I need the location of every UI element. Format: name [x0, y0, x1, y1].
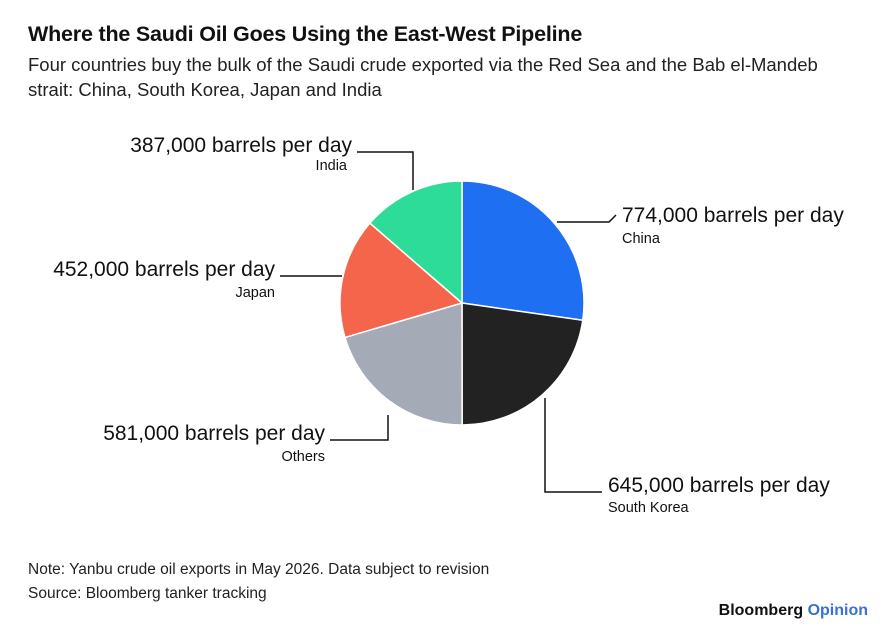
pie-slice-japan: [339, 222, 463, 339]
chart-title: Where the Saudi Oil Goes Using the East-…: [28, 22, 583, 46]
value-label-india: 387,000 barrels per day: [130, 134, 352, 157]
brand-name: Bloomberg: [718, 602, 804, 619]
note-text: Note: Yanbu crude oil exports in May 202…: [28, 561, 490, 578]
brand-logo: Bloomberg Opinion: [719, 602, 868, 620]
leader-line-china: [557, 214, 617, 223]
value-label-south-korea: 645,000 barrels per day: [608, 474, 830, 497]
chart-subtitle: Four countries buy the bulk of the Saudi…: [28, 54, 818, 100]
footnotes: Note: Yanbu crude oil exports in May 202…: [28, 558, 489, 606]
value-label-japan: 452,000 barrels per day: [53, 258, 275, 281]
category-label-south-korea: South Korea: [608, 500, 690, 516]
value-label-china: 774,000 barrels per day: [622, 204, 844, 227]
pie-slice-china: [461, 180, 585, 322]
category-label-china: China: [622, 231, 661, 247]
source-text: Source: Bloomberg tanker tracking: [28, 585, 267, 602]
category-label-others: Others: [281, 449, 325, 465]
value-label-others: 581,000 barrels per day: [103, 422, 325, 445]
brand-product: Opinion: [807, 602, 868, 619]
category-label-india: India: [316, 158, 348, 174]
category-label-japan: Japan: [235, 285, 275, 301]
leader-line-others: [330, 415, 389, 441]
pie-slice-india: [369, 180, 463, 304]
leader-line-south-korea: [544, 398, 602, 493]
leader-line-india: [357, 151, 414, 190]
pie-slice-others: [344, 302, 463, 426]
pie-slice-south-korea: [461, 302, 584, 426]
